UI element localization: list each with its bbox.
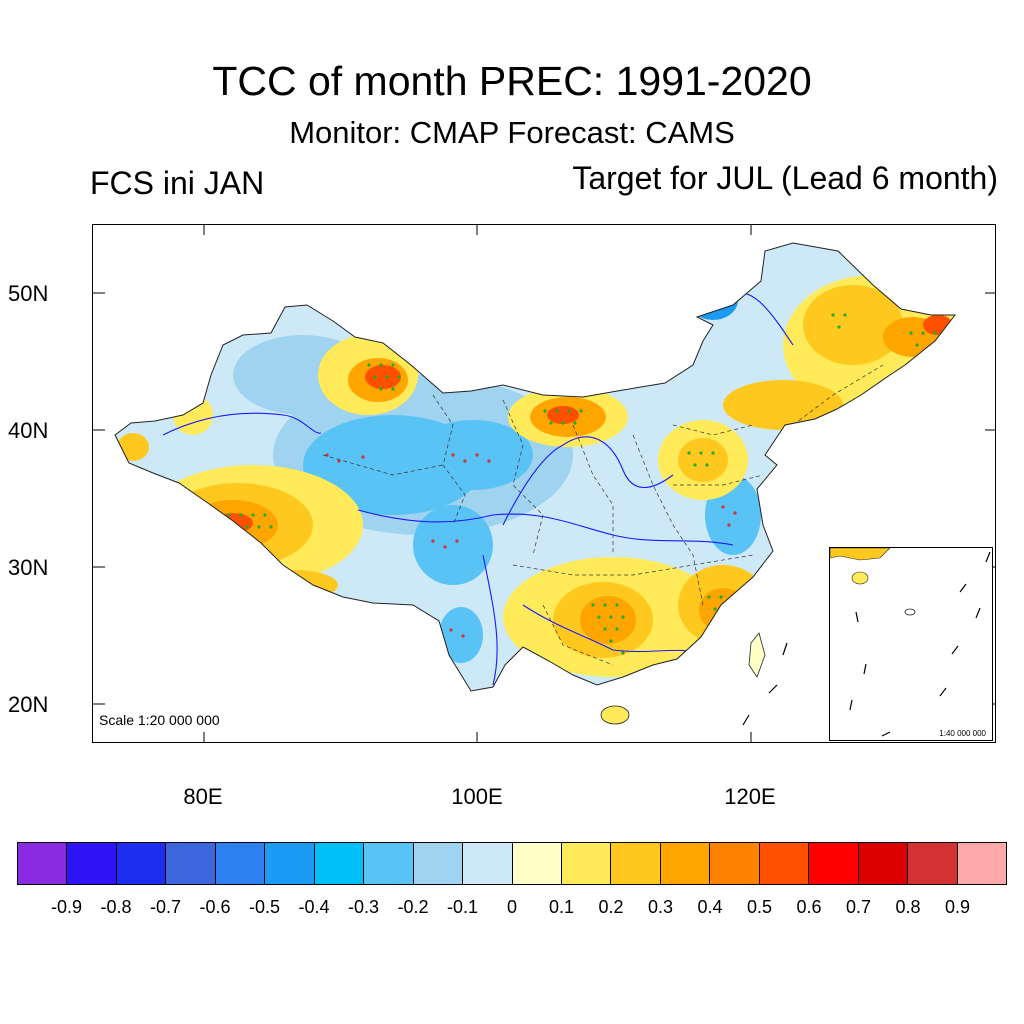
south-china-sea-inset: 1:40 000 000: [829, 547, 993, 741]
chart-subtitle: Monitor: CMAP Forecast: CAMS: [289, 115, 735, 150]
colorbar-tick-label: 0.1: [548, 897, 575, 917]
init-label: FCS ini JAN: [90, 165, 265, 201]
colorbar-swatch: [215, 843, 266, 884]
colorbar-tick-label: -0.1: [446, 897, 479, 917]
target-label: Target for JUL (Lead 6 month): [572, 160, 998, 196]
colorbar-swatch: [908, 843, 958, 884]
colorbar-tick-label: -0.8: [100, 897, 132, 917]
colorbar-tick-label: 0.9: [944, 897, 971, 917]
colorbar-swatch: [314, 843, 365, 884]
colorbar-swatch: [809, 843, 859, 884]
map-scale-label: Scale 1:20 000 000: [99, 712, 220, 728]
colorbar-swatch: [166, 843, 216, 884]
colorbar-tick-label: 0.6: [796, 897, 822, 917]
colorbar-tick-label: -0.2: [397, 897, 429, 917]
colorbar-tick-label: 0.2: [598, 897, 624, 917]
colorbar-swatch: [710, 843, 760, 884]
hainan-island: [600, 705, 630, 725]
colorbar-tick-label: -0.6: [199, 897, 231, 917]
lon-label-100e: 100E: [451, 784, 503, 809]
colorbar-tick-label: 0.5: [746, 897, 773, 917]
colorbar-tick-label: -0.9: [50, 897, 83, 917]
colorbar-swatch: [463, 843, 513, 884]
colorbar-swatch: [364, 843, 414, 884]
colorbar-swatch: [561, 843, 612, 884]
colorbar-swatch: [660, 843, 711, 884]
colorbar-swatch: [611, 843, 661, 884]
colorbar-swatch: [67, 843, 117, 884]
colorbar-swatch: [759, 843, 810, 884]
colorbar-tick-label: 0: [506, 897, 517, 917]
inset-scale-label: 1:40 000 000: [939, 729, 986, 738]
colorbar-swatch: [957, 843, 1007, 884]
lon-label-80e: 80E: [183, 784, 223, 809]
lat-label-30n: 30N: [8, 555, 49, 580]
lat-label-50n: 50N: [8, 281, 49, 306]
colorbar-swatch: [512, 843, 562, 884]
colorbar-tick-label: 0.8: [895, 897, 921, 917]
colorbar-tick-label: 0.3: [647, 897, 674, 917]
colorbar-swatch: [858, 843, 909, 884]
colorbar: [17, 842, 1007, 885]
lat-label-40n: 40N: [8, 418, 49, 443]
china-outline: [114, 242, 957, 692]
lat-label-20n: 20N: [8, 692, 49, 717]
colorbar-swatch: [18, 843, 68, 884]
colorbar-tick-label: 0.4: [697, 897, 723, 917]
map-panel: Scale 1:20 000 000 1:40 000 000: [92, 224, 996, 743]
colorbar-tick-label: -0.3: [347, 897, 380, 917]
chart-title: TCC of month PREC: 1991-2020: [212, 58, 812, 104]
colorbar-swatch: [265, 843, 315, 884]
colorbar-tick-label: 0.7: [845, 897, 872, 917]
inset-canvas: [829, 547, 991, 737]
lon-label-120e: 120E: [724, 784, 776, 809]
colorbar-tick-label: -0.4: [298, 897, 330, 917]
sea-boundary-dashes: [742, 642, 788, 726]
colorbar-swatch: [116, 843, 167, 884]
map-canvas: [93, 225, 995, 742]
colorbar-swatch: [413, 843, 464, 884]
colorbar-tick-label: -0.5: [248, 897, 281, 917]
taiwan-island: [748, 632, 766, 678]
colorbar-tick-label: -0.7: [149, 897, 182, 917]
